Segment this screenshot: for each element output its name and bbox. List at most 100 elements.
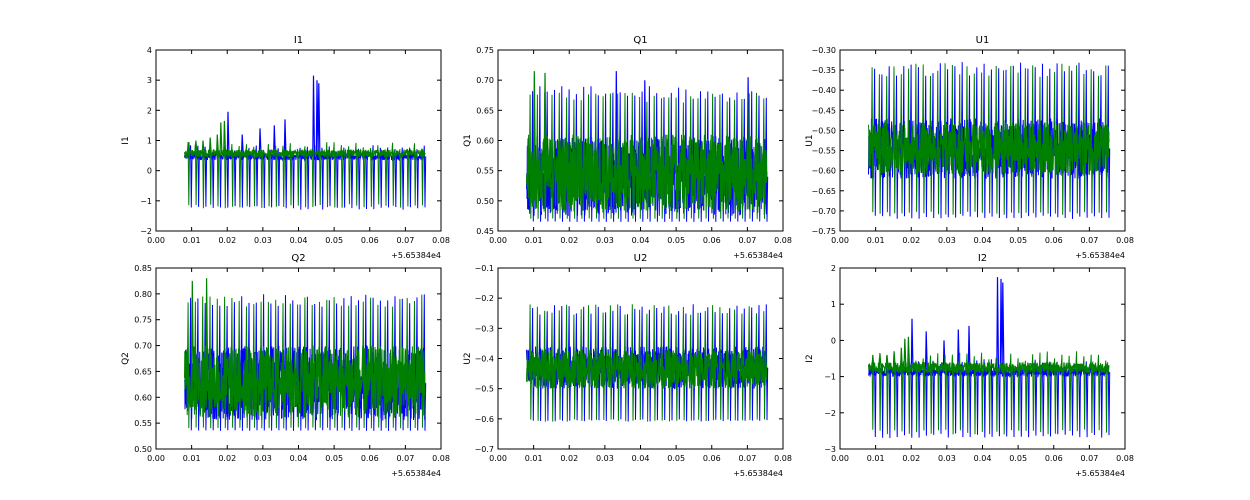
- transient-green-I1: [318, 148, 322, 206]
- plot-area-Q2: [184, 278, 427, 431]
- transient-green-Q2: [216, 298, 220, 429]
- transient-green-I1: [332, 142, 337, 208]
- transient-green-Q1: [550, 94, 554, 219]
- transient-green-U1: [929, 75, 933, 212]
- xtick-label-I2: 0.05: [1009, 454, 1027, 463]
- transient-green-I2: [951, 354, 955, 435]
- transient-green-Q2: [347, 305, 351, 429]
- xtick-label-Q1: 0.00: [489, 236, 507, 245]
- transient-green-I2: [1009, 353, 1013, 431]
- xtick-label-Q2: 0.01: [183, 454, 201, 463]
- ytick-label-U1: −0.65: [811, 187, 836, 196]
- transient-green-U2: [667, 305, 671, 422]
- xtick-label-I1: 0.00: [147, 236, 165, 245]
- spike-green-Q1: [543, 72, 547, 174]
- transient-green-Q2: [311, 304, 315, 428]
- transient-green-U2: [550, 312, 554, 422]
- xtick-label-Q2: 0.00: [147, 454, 165, 463]
- ytick-label-U1: −0.40: [811, 86, 836, 95]
- transient-green-Q1: [536, 94, 540, 219]
- spike-blue-I2: [996, 277, 1000, 373]
- xtick-label-U1: 0.01: [867, 236, 885, 245]
- transient-blue-I2: [946, 363, 950, 438]
- transient-green-Q2: [194, 301, 198, 428]
- spike-green-I1: [201, 140, 205, 154]
- transient-green-Q2: [405, 297, 410, 429]
- transient-green-U1: [1060, 63, 1064, 215]
- transient-green-Q1: [689, 96, 693, 219]
- transient-green-U2: [572, 314, 576, 420]
- xtick-label-Q2: 0.05: [325, 454, 343, 463]
- transient-green-U2: [601, 312, 605, 420]
- transient-green-I1: [303, 146, 307, 208]
- transient-green-I2: [1075, 351, 1079, 432]
- title-I1: I1: [294, 35, 303, 46]
- ytick-label-U2: −0.1: [475, 264, 494, 273]
- transient-blue-Q2: [386, 300, 390, 431]
- transient-green-U1: [965, 66, 969, 212]
- transient-green-Q1: [645, 101, 649, 219]
- transient-green-Q1: [616, 93, 620, 219]
- transient-green-Q2: [267, 301, 271, 429]
- xtick-label-I2: 0.06: [1045, 454, 1063, 463]
- ytick-label-U2: −0.3: [475, 324, 494, 333]
- ytick-label-Q1: 0.55: [476, 167, 494, 176]
- transient-green-U2: [682, 306, 686, 421]
- transient-green-Q1: [609, 93, 613, 219]
- subplot-I1: 0.00 0.01 0.02 0.03 0.04 0.05 0.06 0.07 0.08 −2 −1…: [121, 35, 450, 260]
- xtick-label-I1: 0.06: [361, 236, 379, 245]
- transient-blue-U1: [917, 67, 921, 219]
- subplot-U2: 0.00 0.01 0.02 0.03 0.04 0.05 0.06 0.07 0.08 −0.7…: [463, 253, 792, 478]
- offset-label-I1: +5.65384e4: [391, 251, 441, 260]
- transient-green-I1: [289, 143, 293, 206]
- ylabel-U1: U1: [805, 134, 815, 146]
- xtick-label-U2: 0.01: [525, 454, 543, 463]
- transient-green-U1: [1068, 65, 1072, 213]
- transient-green-I2: [1046, 351, 1050, 435]
- transient-green-Q2: [238, 300, 242, 428]
- transient-blue-Q1: [721, 93, 725, 222]
- xtick-label-Q1: 0.07: [738, 236, 756, 245]
- transient-green-Q2: [340, 305, 344, 428]
- ylabel-Q1: Q1: [463, 134, 473, 147]
- transient-green-Q1: [740, 98, 744, 219]
- title-U2: U2: [634, 253, 648, 264]
- spike-green-I1: [187, 141, 191, 154]
- xtick-label-Q2: 0.08: [432, 454, 450, 463]
- ytick-label-I2: 1: [831, 300, 836, 309]
- transient-blue-U1: [990, 69, 994, 217]
- transient-blue-Q2: [320, 306, 324, 431]
- title-Q2: Q2: [291, 253, 305, 264]
- spike-green-I1: [223, 120, 227, 154]
- transient-green-Q2: [230, 297, 234, 428]
- xtick-label-I2: 0.02: [902, 454, 920, 463]
- ytick-label-Q2: 0.75: [134, 316, 152, 325]
- transient-green-U2: [558, 310, 562, 420]
- spike-green-I1: [194, 140, 198, 154]
- transient-green-U2: [660, 312, 664, 421]
- subplot-Q1: 0.00 0.01 0.02 0.03 0.04 0.05 0.06 0.07 0.08 0.45…: [463, 35, 792, 260]
- transient-green-Q1: [601, 96, 605, 219]
- transient-green-Q2: [369, 297, 373, 429]
- transient-green-I2: [980, 352, 984, 433]
- transient-green-I1: [362, 147, 366, 208]
- xtick-label-I1: 0.05: [325, 236, 343, 245]
- ytick-label-U1: −0.30: [811, 46, 836, 55]
- ytick-label-Q2: 0.55: [134, 419, 152, 428]
- title-U1: U1: [976, 35, 990, 46]
- subplot-U1: 0.00 0.01 0.02 0.03 0.04 0.05 0.06 0.07 0.08 −0.7…: [805, 35, 1134, 260]
- subplot-I2: 0.00 0.01 0.02 0.03 0.04 0.05 0.06 0.07 0.08 −3 −2…: [805, 253, 1134, 478]
- transient-green-I2: [922, 358, 926, 431]
- transient-green-U2: [733, 309, 737, 421]
- transient-green-I1: [252, 146, 256, 207]
- transient-green-I2: [1089, 354, 1094, 433]
- spike-blue-Q1: [643, 80, 647, 177]
- spike-blue-I1: [258, 128, 262, 157]
- transient-green-Q1: [623, 92, 627, 219]
- xtick-label-Q2: 0.07: [396, 454, 414, 463]
- ytick-label-Q1: 0.45: [476, 227, 494, 236]
- transient-blue-I1: [306, 146, 310, 210]
- xtick-label-Q1: 0.05: [667, 236, 685, 245]
- transient-green-I2: [1002, 360, 1006, 435]
- spike-blue-I1: [226, 111, 230, 157]
